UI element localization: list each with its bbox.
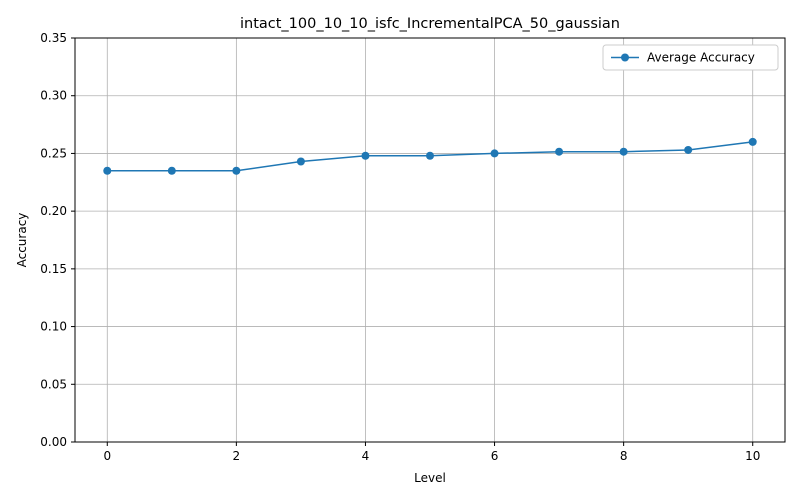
legend-label: Average Accuracy — [647, 51, 755, 65]
data-point — [296, 157, 305, 166]
data-point — [619, 147, 628, 156]
x-tick-label: 4 — [362, 449, 370, 463]
data-point — [167, 166, 176, 175]
legend-marker-swatch — [621, 53, 629, 62]
x-axis: 0 2 4 6 8 10 — [103, 442, 760, 463]
x-tick-label: 0 — [103, 449, 111, 463]
y-tick-label: 0.10 — [40, 320, 67, 334]
grid — [75, 37, 785, 443]
plot-frame — [74, 37, 786, 443]
data-point — [555, 147, 564, 156]
y-axis: 0.00 0.05 0.10 0.15 0.20 0.25 0.30 0.35 — [40, 31, 75, 449]
data-point — [490, 149, 499, 158]
chart-title: intact_100_10_10_isfc_IncrementalPCA_50_… — [240, 16, 620, 32]
data-point — [426, 151, 434, 160]
legend: Average Accuracy — [602, 44, 779, 71]
y-tick-label: 0.30 — [40, 89, 67, 103]
x-tick-label: 8 — [620, 449, 628, 463]
y-tick-label: 0.25 — [40, 146, 67, 160]
y-tick-label: 0.20 — [40, 204, 67, 218]
x-axis-label: Level — [414, 471, 446, 485]
y-tick-label: 0.35 — [40, 31, 67, 45]
legend-box — [602, 44, 779, 71]
data-point — [361, 151, 370, 160]
data-point — [232, 166, 241, 175]
y-tick-label: 0.00 — [40, 435, 67, 449]
y-tick-label: 0.15 — [40, 262, 67, 276]
series-layer — [103, 137, 757, 175]
data-point — [748, 137, 757, 146]
x-tick-label: 6 — [491, 449, 499, 463]
x-tick-label: 10 — [745, 449, 760, 463]
data-point — [103, 166, 112, 175]
data-point — [684, 145, 693, 154]
y-axis-label: Accuracy — [15, 213, 29, 268]
x-tick-label: 2 — [233, 449, 241, 463]
y-tick-label: 0.05 — [40, 377, 67, 391]
